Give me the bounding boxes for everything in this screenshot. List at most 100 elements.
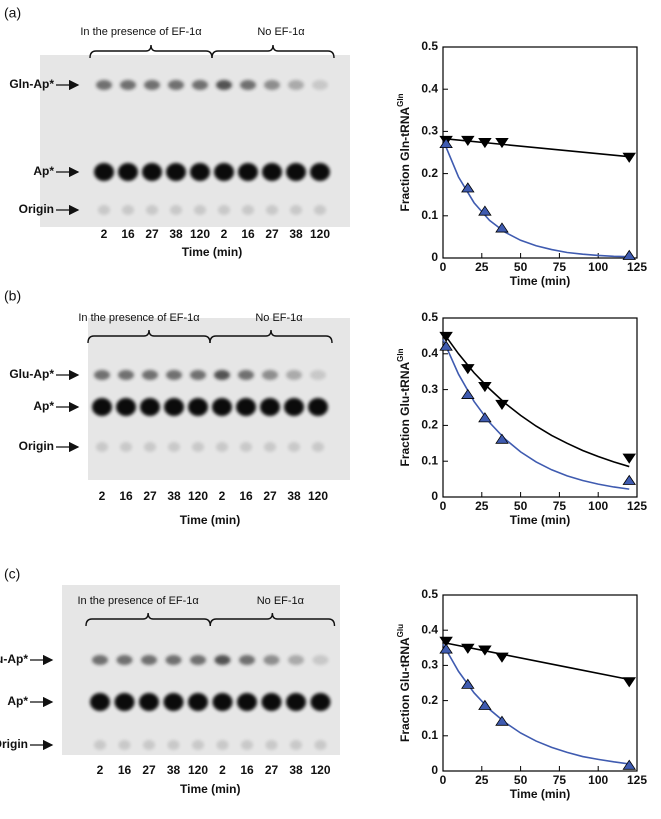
lane-label: 16: [240, 763, 254, 777]
gel-spot: [168, 442, 180, 452]
gel-spot: [310, 370, 326, 380]
gel-spot: [266, 205, 278, 215]
y-tick-label: 0.2: [421, 418, 438, 432]
gel-spot: [314, 205, 326, 215]
gel-spot: [165, 655, 182, 665]
gel-spot: [265, 740, 278, 750]
bracket-label: In the presence of EF-1α: [78, 312, 200, 324]
gel-spot: [290, 740, 302, 750]
band-label: Origin: [19, 202, 54, 216]
lane-label: 38: [289, 227, 303, 241]
gel-spot: [312, 442, 324, 452]
y-tick-label: 0.3: [421, 124, 438, 138]
gel-spot: [146, 205, 158, 215]
x-tick-label: 125: [627, 499, 647, 513]
lane-label: 2: [219, 763, 226, 777]
x-tick-label: 100: [588, 260, 608, 274]
lane-label: 38: [167, 489, 181, 503]
y-axis-label-sup: Gln: [396, 348, 405, 361]
fit-curve: [442, 139, 630, 258]
data-point: [495, 222, 509, 233]
gel-spot: [238, 370, 254, 380]
gel-spot: [214, 163, 234, 181]
y-tick-label: 0: [431, 250, 438, 264]
gel-spot: [98, 205, 110, 215]
lane-label: 27: [145, 227, 159, 241]
lane-label: 16: [239, 489, 253, 503]
lane-label: 27: [263, 489, 277, 503]
bracket-label: In the presence of EF-1α: [80, 26, 202, 38]
bracket: [209, 612, 336, 627]
x-tick-label: 50: [514, 499, 528, 513]
band-label: Glu-Ap*: [9, 367, 54, 381]
gel-spot: [122, 205, 134, 215]
gel-spot: [288, 442, 300, 452]
gel-spot: [216, 80, 232, 90]
gel-spot: [166, 163, 186, 181]
lane-label: 27: [265, 227, 279, 241]
lane-label: 120: [190, 227, 210, 241]
y-tick-label: 0.2: [421, 166, 438, 180]
x-axis-label: Time (min): [510, 513, 570, 527]
y-axis-label-sup: Glu: [396, 624, 405, 637]
lane-label: 2: [97, 763, 104, 777]
bracket: [211, 44, 335, 59]
gel-spot: [190, 163, 210, 181]
gel-spot: [212, 693, 233, 711]
data-point: [495, 652, 509, 663]
data-point: [622, 249, 636, 260]
lane-label: 2: [221, 227, 228, 241]
gel-spot: [192, 740, 204, 750]
x-tick-label: 25: [475, 260, 489, 274]
fit-curve: [442, 339, 630, 490]
data-point: [622, 152, 636, 163]
plot-frame: [442, 46, 638, 259]
gel-spot: [120, 442, 132, 452]
data-point: [461, 388, 475, 399]
gel-spot: [170, 205, 182, 215]
bracket-label: In the presence of EF-1α: [77, 595, 199, 607]
x-axis-label: Time (min): [510, 787, 570, 801]
gel-spot: [261, 693, 282, 711]
data-point: [478, 645, 492, 656]
gel-spot: [142, 370, 158, 380]
gel-spot: [96, 442, 108, 452]
gel-spot: [140, 398, 160, 416]
gel-spot: [310, 693, 331, 711]
data-point: [461, 135, 475, 146]
data-point: [622, 677, 636, 688]
gel-spot: [312, 80, 328, 90]
gel-spot: [286, 163, 306, 181]
gel-spot: [288, 655, 304, 665]
gel-spot: [218, 205, 230, 215]
gel-spot: [168, 80, 184, 90]
data-point: [478, 699, 492, 710]
gel-spot: [288, 80, 304, 90]
x-tick-label: 100: [588, 773, 608, 787]
bracket: [209, 329, 333, 344]
data-point: [461, 364, 475, 375]
y-axis-label-text: Fraction Glu-tRNA: [398, 362, 412, 467]
panel-label: (b): [4, 288, 21, 304]
data-point: [495, 433, 509, 444]
y-tick-label: 0.3: [421, 658, 438, 672]
data-point: [495, 137, 509, 149]
data-point: [439, 643, 453, 654]
gel-spot: [214, 655, 231, 665]
x-tick-label: 100: [588, 499, 608, 513]
gel-spot: [94, 163, 114, 181]
bracket-label: No EF-1α: [257, 595, 305, 607]
gel-spot: [194, 205, 206, 215]
data-point: [439, 636, 453, 647]
data-point: [461, 643, 475, 654]
gel-spot: [260, 398, 280, 416]
gel-spot: [96, 80, 112, 90]
bracket: [85, 612, 211, 627]
data-point: [622, 453, 636, 464]
gel-spot: [240, 80, 256, 90]
y-tick-label: 0.1: [421, 453, 438, 467]
gel-spot: [192, 80, 208, 90]
gel-spot: [314, 740, 327, 750]
gel-spot: [143, 740, 155, 750]
gel-spot: [238, 163, 258, 181]
